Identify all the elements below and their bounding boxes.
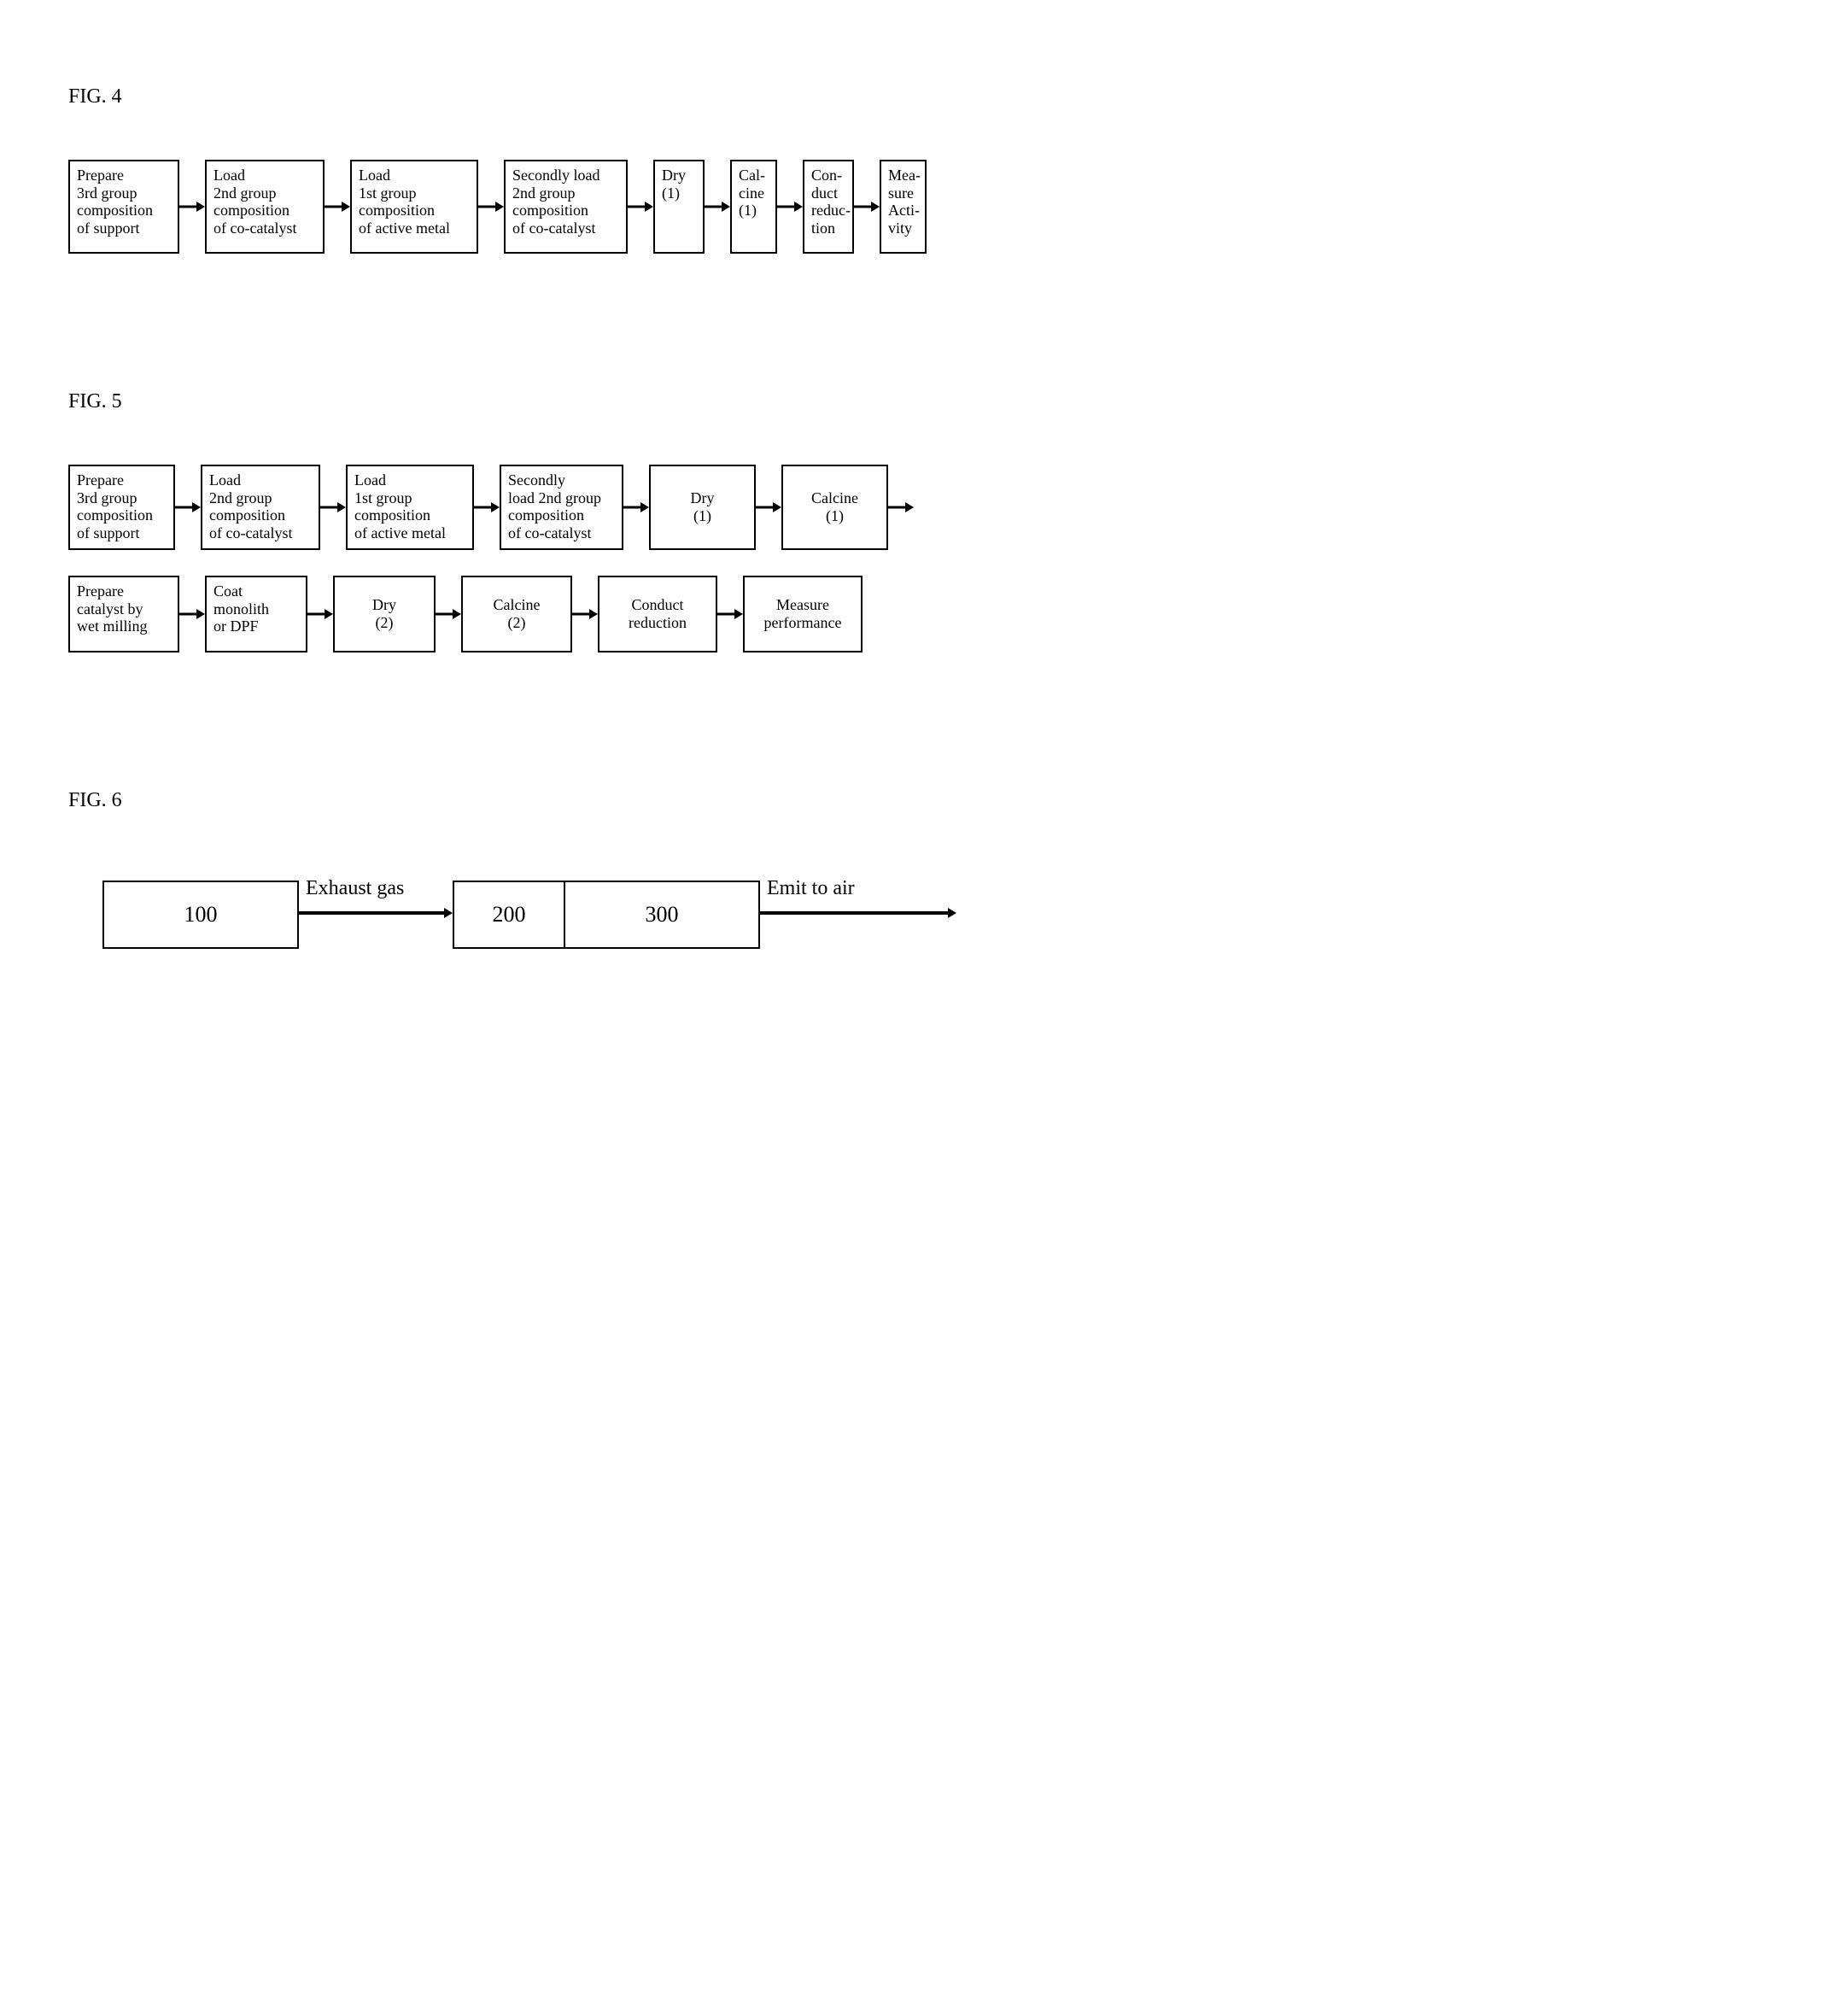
fig5r1-arrow-0	[175, 499, 201, 516]
fig4-box-7: Mea- sure Acti- vity	[880, 160, 927, 254]
fig5r1-box-5: Calcine (1)	[781, 465, 888, 550]
fig5r1-arrow-1	[320, 499, 346, 516]
fig5r1-box-1: Load 2nd group composition of co-catalys…	[201, 465, 320, 550]
figure-6-label: FIG. 6	[68, 789, 1780, 812]
fig6-arrow-exhaust: Exhaust gas	[299, 904, 453, 926]
fig5r1-arrow-3	[623, 499, 649, 516]
fig4-arrow-6	[854, 198, 880, 215]
fig6-arrow-exhaust-label: Exhaust gas	[306, 877, 404, 900]
fig5-flow-row2: Prepare catalyst by wet milling Coat mono…	[68, 576, 1780, 652]
fig5r1-arrow-2	[474, 499, 500, 516]
fig4-box-4: Dry (1)	[653, 160, 705, 254]
figure-5-label: FIG. 5	[68, 390, 1780, 413]
figure-4-label: FIG. 4	[68, 85, 1780, 108]
fig5r2-arrow-3	[572, 606, 598, 623]
fig6-box-200: 200	[453, 881, 564, 949]
fig5r2-arrow-1	[307, 606, 333, 623]
fig5r1-box-4: Dry (1)	[649, 465, 756, 550]
fig6-arrow-emit-label: Emit to air	[767, 877, 855, 900]
fig4-arrow-3	[628, 198, 653, 215]
fig5r1-box-2: Load 1st group composition of active met…	[346, 465, 474, 550]
fig4-box-3: Secondly load 2nd group composition of c…	[504, 160, 628, 254]
fig4-arrow-4	[705, 198, 730, 215]
fig4-arrow-2	[478, 198, 504, 215]
fig4-box-0: Prepare 3rd group composition of support	[68, 160, 179, 254]
fig5r2-box-1: Coat monolith or DPF	[205, 576, 307, 652]
fig5r2-arrow-2	[436, 606, 461, 623]
fig5r1-box-0: Prepare 3rd group composition of support	[68, 465, 175, 550]
fig4-arrow-1	[325, 198, 350, 215]
fig6-arrow-emit: Emit to air	[760, 904, 956, 926]
fig4-arrow-0	[179, 198, 205, 215]
fig4-box-1: Load 2nd group composition of co-catalys…	[205, 160, 325, 254]
fig4-flow-row: Prepare 3rd group composition of support…	[68, 160, 1780, 254]
fig5r2-box-5: Measure performance	[743, 576, 863, 652]
fig6-box-300: 300	[564, 881, 760, 949]
fig5r2-arrow-0	[179, 606, 205, 623]
fig4-arrow-5	[777, 198, 803, 215]
fig5r2-arrow-4	[717, 606, 743, 623]
fig5r2-box-0: Prepare catalyst by wet milling	[68, 576, 179, 652]
fig5r2-box-2: Dry (2)	[333, 576, 436, 652]
fig5r1-box-3: Secondly load 2nd group composition of c…	[500, 465, 623, 550]
fig6-box-100: 100	[102, 881, 299, 949]
fig4-box-6: Con- duct reduc- tion	[803, 160, 854, 254]
fig4-box-5: Cal- cine (1)	[730, 160, 777, 254]
fig5r2-box-3: Calcine (2)	[461, 576, 572, 652]
fig5r2-box-4: Conduct reduction	[598, 576, 717, 652]
fig5-flow-row1: Prepare 3rd group composition of support…	[68, 465, 1780, 550]
fig5r1-arrow-4	[756, 499, 781, 516]
fig4-box-2: Load 1st group composition of active met…	[350, 160, 478, 254]
fig5r1-arrow-5	[888, 499, 914, 516]
fig6-flow-row: 100Exhaust gas200300Emit to air	[102, 881, 1780, 949]
